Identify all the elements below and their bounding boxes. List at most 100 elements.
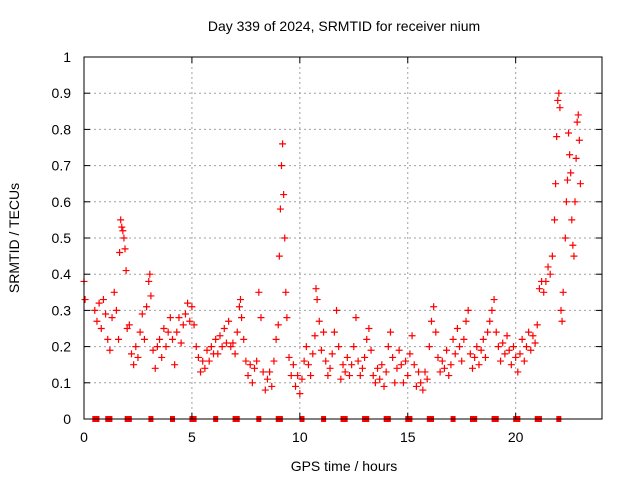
data-point xyxy=(280,191,288,199)
data-point xyxy=(253,357,261,365)
data-point xyxy=(281,234,289,242)
data-point xyxy=(179,321,187,329)
data-point xyxy=(160,325,168,332)
data-point xyxy=(417,379,425,387)
data-point xyxy=(146,270,154,278)
data-point xyxy=(576,180,584,188)
data-point xyxy=(425,343,433,351)
data-point xyxy=(380,382,388,390)
data-point xyxy=(322,357,330,365)
data-point xyxy=(283,314,291,322)
x-axis-label: GPS time / hours xyxy=(291,458,398,474)
data-point xyxy=(440,364,448,372)
data-point xyxy=(123,325,131,332)
data-point xyxy=(410,361,418,369)
data-point xyxy=(199,357,207,365)
data-point xyxy=(434,353,442,361)
data-point xyxy=(184,299,192,307)
data-point xyxy=(408,332,416,340)
data-point xyxy=(382,368,390,376)
axis-ticks: 00.10.20.30.40.50.60.70.80.910 5 10 15 20 xyxy=(52,49,602,445)
data-point xyxy=(106,346,114,354)
y-tick-label: 0.5 xyxy=(52,230,72,246)
data-point xyxy=(369,372,377,380)
data-point xyxy=(298,375,306,383)
data-point xyxy=(419,386,427,394)
data-point xyxy=(348,361,356,369)
data-point xyxy=(350,343,358,351)
data-point xyxy=(207,343,215,351)
data-point xyxy=(156,335,164,343)
data-point xyxy=(540,288,548,296)
data-point xyxy=(285,353,293,361)
data-point xyxy=(386,328,394,336)
data-point xyxy=(423,375,431,383)
data-point xyxy=(216,332,224,340)
data-point xyxy=(125,321,133,329)
data-point xyxy=(274,321,282,329)
data-point xyxy=(236,296,244,304)
data-point xyxy=(374,364,382,372)
data-point xyxy=(562,198,570,206)
data-point xyxy=(447,361,455,369)
data-point xyxy=(363,335,371,343)
data-point xyxy=(93,317,101,325)
data-point xyxy=(475,361,483,369)
y-tick-label: 0.1 xyxy=(52,375,72,391)
data-point xyxy=(238,314,246,322)
data-point xyxy=(507,361,515,369)
data-point xyxy=(556,104,564,112)
data-point xyxy=(335,343,343,351)
chart-title: Day 339 of 2024, SRMTID for receiver niu… xyxy=(208,18,480,34)
data-point xyxy=(173,328,181,336)
data-point xyxy=(568,216,576,224)
data-point xyxy=(333,306,341,314)
data-point xyxy=(551,216,559,224)
data-point xyxy=(376,375,384,383)
data-point xyxy=(389,353,397,361)
data-point xyxy=(307,372,315,380)
data-point xyxy=(341,368,349,376)
data-point xyxy=(518,335,526,343)
y-tick-label: 0.9 xyxy=(52,85,72,101)
x-tick-label: 20 xyxy=(508,429,524,445)
data-point xyxy=(570,252,578,260)
data-point xyxy=(259,368,267,376)
data-point xyxy=(140,335,148,343)
data-point xyxy=(246,361,254,369)
data-point xyxy=(573,118,581,126)
data-point xyxy=(395,346,403,354)
data-point xyxy=(127,350,135,358)
data-point xyxy=(279,140,287,148)
data-point xyxy=(339,361,347,369)
data-point xyxy=(313,296,321,304)
data-point xyxy=(345,372,353,380)
data-point xyxy=(201,364,209,372)
data-point xyxy=(421,368,429,376)
data-point xyxy=(352,314,360,322)
data-point xyxy=(205,357,213,365)
data-point xyxy=(227,343,235,351)
y-tick-label: 0.2 xyxy=(52,339,72,355)
data-point xyxy=(397,361,405,369)
data-point xyxy=(404,372,412,380)
data-point xyxy=(233,328,241,336)
data-point xyxy=(378,361,386,369)
y-tick-label: 0 xyxy=(63,411,71,427)
data-point xyxy=(151,364,159,372)
data-point xyxy=(571,198,579,206)
data-point xyxy=(134,353,142,361)
data-point xyxy=(432,328,440,336)
data-point xyxy=(132,343,140,351)
data-point xyxy=(153,343,161,351)
data-point xyxy=(343,353,351,361)
data-point xyxy=(525,328,533,336)
data-point xyxy=(542,277,550,285)
data-point xyxy=(121,245,129,253)
data-point xyxy=(231,350,239,358)
data-point xyxy=(531,339,539,347)
data-point xyxy=(554,96,562,104)
data-point xyxy=(108,314,116,322)
data-point xyxy=(391,379,399,387)
data-point xyxy=(471,353,479,361)
